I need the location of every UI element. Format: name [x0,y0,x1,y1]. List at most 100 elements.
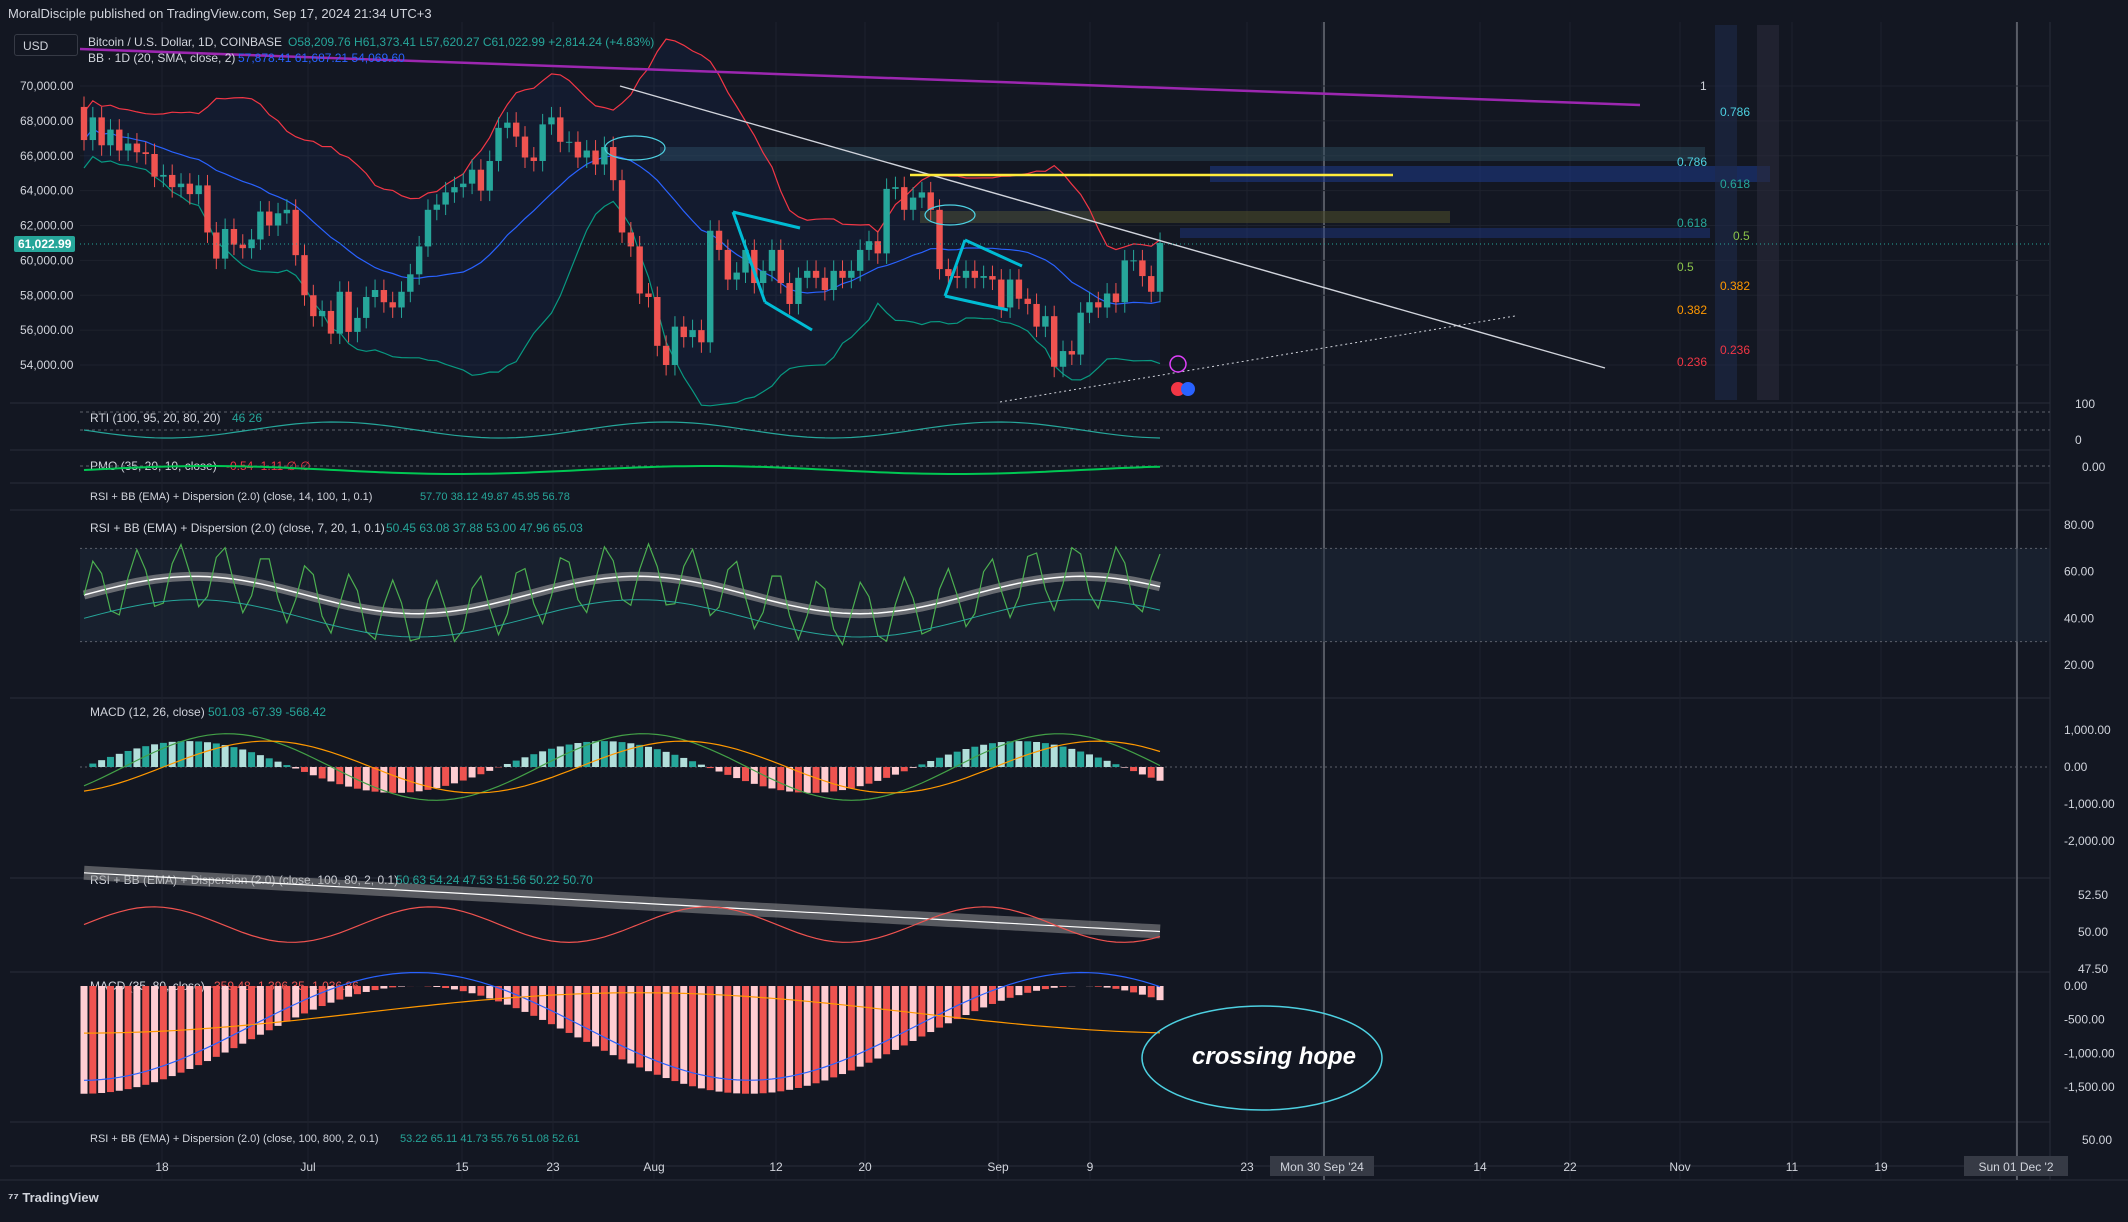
macd2-bar [380,986,387,989]
macd1-bar [724,767,731,775]
candle [363,297,369,318]
candle [619,180,625,232]
macd1-bar [327,767,334,781]
candle [1113,294,1119,303]
tradingview-logo[interactable]: ⁷⁷ TradingView [8,1190,99,1205]
rsi2-axis-label: 20.00 [2064,658,2094,672]
macd2-bar [539,986,546,1020]
candle [266,212,272,226]
macd1-legend: MACD (12, 26, close) [90,705,205,719]
macd1-bar [363,767,370,790]
macd1-bar [186,741,193,767]
candle [531,157,537,160]
time-axis-label: Aug [643,1160,664,1174]
macd2-bar [363,986,370,992]
candle [195,185,201,194]
candle [698,330,704,342]
candle [301,255,307,295]
candle [213,232,219,258]
currency-button[interactable]: USD [14,34,78,56]
macd2-bar [892,986,899,1050]
macd2-bar [733,986,740,1093]
macd2-bar [116,986,123,1091]
macd2-bar [989,986,996,1004]
candle [319,311,325,316]
bb-values: 57,878.41 61,687.21 54,069.60 [238,51,405,65]
macd1-bar [936,758,943,767]
macd2-bar [283,986,290,1022]
candle [169,175,175,187]
candle [645,294,651,297]
macd2-bar [627,986,634,1064]
rsi1-values: 57.70 38.12 49.87 45.95 56.78 [420,491,570,503]
price-axis-label: 70,000.00 [20,79,74,93]
fib-label-left: 0.786 [1677,155,1707,169]
macd2-bar [433,986,440,987]
macd1-bar [874,767,881,781]
macd2-bar [1042,986,1049,989]
macd2-bar [486,986,493,998]
time-axis-label: Sun 01 Dec '2 [1978,1160,2053,1174]
macd1-bar [116,754,123,767]
candle [663,346,669,365]
candle [310,295,316,316]
candle [160,175,166,177]
macd2-bar [742,986,749,1094]
macd1-bar [513,761,520,767]
candle [372,290,378,297]
macd1-bar [178,741,185,767]
candle [1148,276,1154,292]
macd2-bar [865,986,872,1063]
macd2-bar [901,986,908,1045]
candle [901,187,907,210]
macd1-bar [865,767,872,784]
candle [390,302,396,307]
rsi3-axis-label: 52.50 [2078,888,2108,902]
candle [822,278,828,290]
candle [204,185,210,232]
macd2-bar [319,986,326,1006]
macd2-bar [1148,986,1155,997]
tv-logo-icon: ⁷⁷ [8,1190,22,1205]
macd2-bar [583,986,590,1042]
candle [495,128,501,161]
macd1-bar [1015,741,1022,767]
macd1-bar [574,743,581,767]
candle [478,170,484,191]
macd1-bar [918,764,925,767]
macd1-bar [1095,758,1102,767]
candle [522,137,528,158]
macd1-bar [848,767,855,788]
candle [875,241,881,253]
macd1-bar [354,767,361,789]
macd1-bar [945,755,952,767]
time-axis-label: Nov [1669,1160,1690,1174]
macd2-bar [883,986,890,1054]
macd2-axis-label: -1,500.00 [2064,1080,2115,1094]
macd1-bar [927,761,934,767]
macd1-bar [98,760,105,767]
candle [786,283,792,304]
candle [240,245,246,248]
candle [1042,316,1048,326]
candle [90,117,96,140]
candle [980,276,986,278]
flag-icon [1181,382,1195,396]
candle [248,239,254,248]
candle [381,290,387,302]
macd2-bar [707,986,714,1090]
macd1-values: 501.03 -67.39 -568.42 [208,705,326,719]
macd1-bar [566,745,573,767]
candle [442,192,448,204]
macd1-axis-label: -2,000.00 [2064,834,2115,848]
candle [575,142,581,158]
time-axis-label: 20 [858,1160,872,1174]
fib-label-right: 0.5 [1733,229,1750,243]
price-axis-label: 56,000.00 [20,323,74,337]
macd2-bar [398,986,405,987]
candle [778,250,784,283]
rsi-band-bg [80,548,2050,641]
macd1-bar [698,765,705,767]
